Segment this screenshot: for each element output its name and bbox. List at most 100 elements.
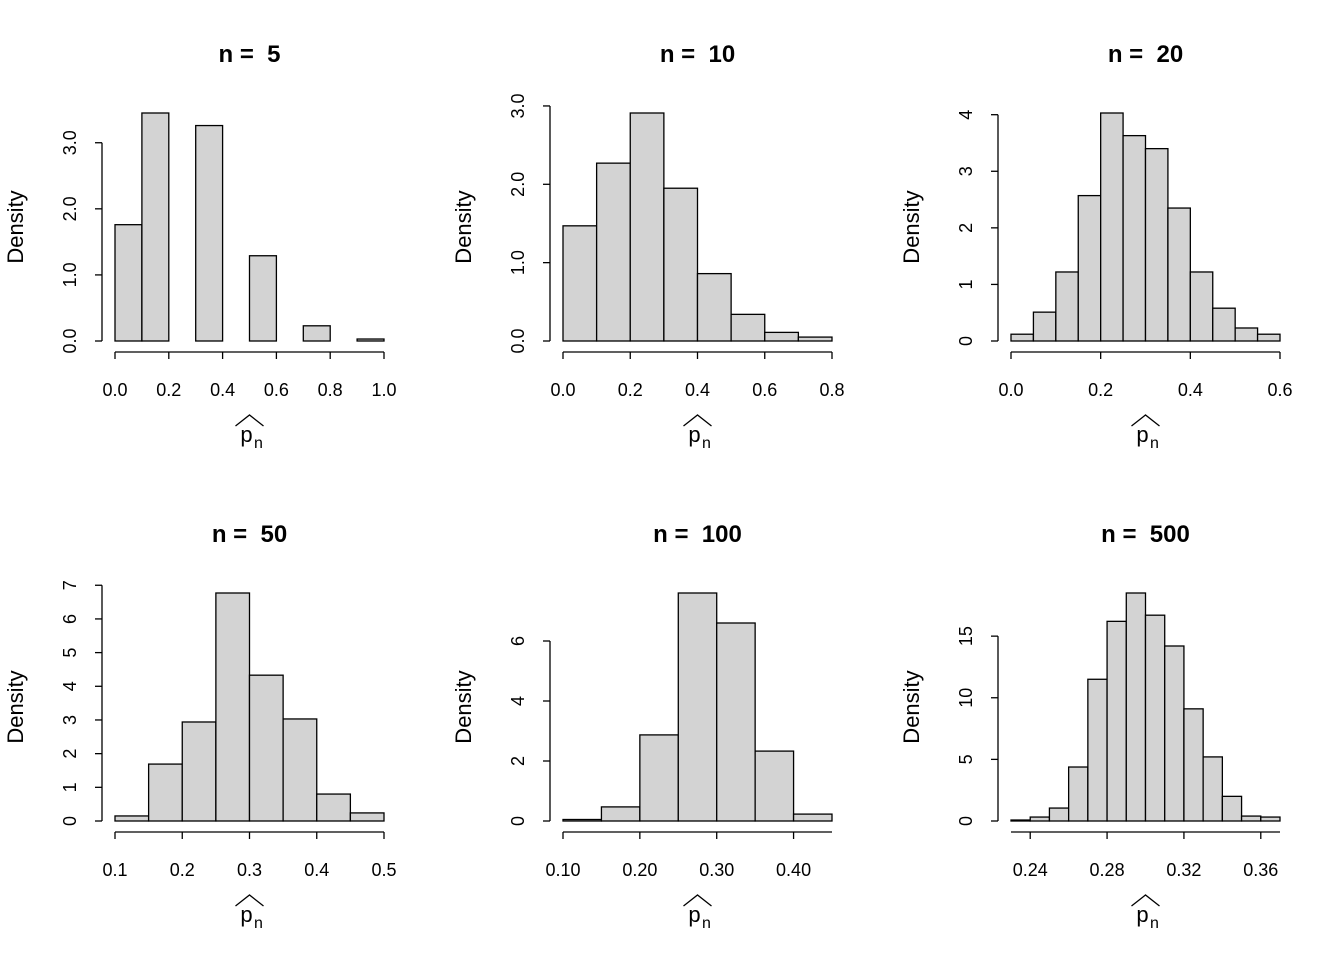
y-tick-label: 5 [60, 648, 80, 658]
y-axis-label: Density [451, 670, 476, 743]
bar [595, 162, 631, 342]
x-tick-label: 0.4 [304, 860, 329, 880]
y-tick-label: 0 [60, 816, 80, 826]
y-axis-label: Density [451, 190, 476, 263]
x-tick-label: 0.2 [1088, 380, 1113, 400]
bar [1164, 645, 1185, 822]
y-tick-label: 3.0 [60, 130, 80, 155]
x-axis-label: p [1136, 422, 1148, 447]
panel: n = 100 0.10 0.20 0.30 0.40 0 2 4 6 Density p n [451, 521, 833, 932]
panel-title: n = 5 [218, 41, 280, 68]
x-axis-label: p [240, 422, 252, 447]
y-tick-label: 10 [956, 688, 976, 708]
y-tick-label: 1 [60, 782, 80, 792]
bar [1260, 816, 1281, 822]
x-tick-label: 0.4 [685, 380, 710, 400]
bar [1032, 311, 1057, 342]
y-axis-label: Density [3, 190, 28, 263]
x-tick-label: 0.28 [1090, 860, 1125, 880]
bar [181, 721, 217, 822]
bar [114, 815, 150, 822]
bar [1125, 592, 1147, 822]
hat [683, 894, 712, 907]
y-tick-label: 0 [956, 336, 976, 346]
bar [716, 622, 756, 822]
bar [1144, 614, 1166, 822]
x-tick-label: 0.1 [102, 860, 127, 880]
bar [1212, 307, 1236, 342]
bar [629, 112, 665, 342]
y-tick-label: 2 [508, 756, 528, 766]
panel: n = 500 0.24 0.28 0.32 0.36 0 5 10 15 Density p n [899, 521, 1281, 932]
bar [1202, 756, 1224, 822]
y-tick-label: 3 [956, 166, 976, 176]
bar [797, 336, 833, 342]
bar [248, 674, 284, 822]
bar [1087, 678, 1108, 822]
y-tick-label: 1.0 [508, 250, 528, 275]
x-axis-label-subscript: n [254, 915, 263, 932]
x-axis-label: p [688, 422, 700, 447]
hat [1131, 414, 1160, 427]
x-axis-label-subscript: n [702, 915, 711, 932]
panel-title: n = 10 [660, 41, 735, 68]
x-tick-label: 0.4 [210, 380, 235, 400]
y-tick-label: 2.0 [508, 172, 528, 197]
bar [316, 793, 352, 822]
y-tick-label: 7 [60, 580, 80, 590]
bar [562, 818, 603, 822]
bar [677, 592, 718, 822]
x-tick-label: 1.0 [371, 380, 396, 400]
bar [639, 734, 679, 822]
bar [349, 812, 385, 822]
bar [1029, 816, 1051, 822]
y-tick-label: 6 [60, 614, 80, 624]
bar [1167, 207, 1191, 342]
y-tick-label: 0 [956, 816, 976, 826]
bar [1055, 271, 1079, 342]
bar [764, 331, 800, 342]
x-axis-label-subscript: n [254, 435, 263, 452]
bar [663, 187, 699, 342]
x-tick-label: 0.24 [1013, 860, 1048, 880]
bar [1010, 819, 1031, 822]
y-tick-label: 4 [60, 681, 80, 691]
bar [195, 124, 224, 342]
x-axis-label-subscript: n [1150, 915, 1159, 932]
x-tick-label: 0.0 [102, 380, 127, 400]
bar [147, 763, 183, 822]
bar [730, 313, 766, 342]
bar [792, 813, 833, 822]
x-tick-label: 0.6 [1267, 380, 1292, 400]
x-tick-label: 0.2 [170, 860, 195, 880]
hat [235, 414, 264, 427]
x-tick-label: 0.10 [545, 860, 580, 880]
x-tick-label: 0.20 [622, 860, 657, 880]
bar [696, 272, 732, 342]
bar [1189, 271, 1214, 342]
x-tick-label: 0.36 [1243, 860, 1278, 880]
bar [754, 750, 795, 822]
x-tick-label: 0.32 [1166, 860, 1201, 880]
hat [235, 894, 264, 907]
panel: n = 10 0.0 0.2 0.4 0.6 0.8 0.0 1.0 2.0 3.0 Density… [451, 41, 845, 452]
bar [1067, 766, 1089, 822]
bar [1256, 333, 1281, 342]
y-tick-label: 4 [508, 696, 528, 706]
x-tick-label: 0.2 [156, 380, 181, 400]
x-axis-label: p [240, 902, 252, 927]
y-tick-label: 1.0 [60, 262, 80, 287]
bar [1122, 134, 1147, 342]
bar [215, 592, 251, 822]
y-tick-label: 1 [956, 279, 976, 289]
y-tick-label: 6 [508, 636, 528, 646]
y-tick-label: 5 [956, 754, 976, 764]
x-axis-label-subscript: n [702, 435, 711, 452]
panel-title: n = 20 [1108, 41, 1183, 68]
x-tick-label: 0.4 [1178, 380, 1203, 400]
hat [683, 414, 712, 427]
x-tick-label: 0.40 [776, 860, 811, 880]
x-tick-label: 0.6 [264, 380, 289, 400]
y-tick-label: 2.0 [60, 196, 80, 221]
